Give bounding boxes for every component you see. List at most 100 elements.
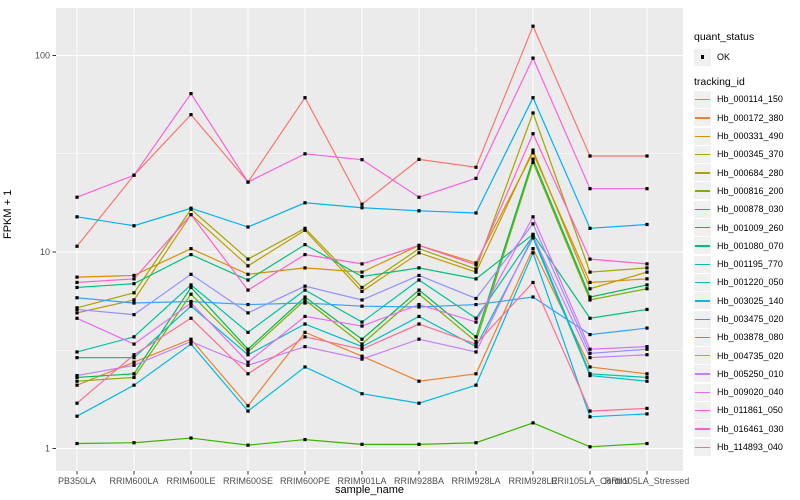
- point-marker: [360, 345, 364, 349]
- legend-item-label: Hb_001195_770: [717, 259, 783, 270]
- point-marker: [360, 202, 364, 206]
- point-marker: [360, 442, 364, 446]
- series-points-Hb_011861_050: [75, 56, 649, 199]
- point-marker: [645, 307, 649, 312]
- point-marker: [303, 266, 307, 270]
- point-marker: [588, 372, 592, 376]
- point-marker: [531, 157, 535, 161]
- point-marker: [588, 332, 592, 337]
- gridlines: [56, 8, 683, 471]
- point-marker: [417, 195, 421, 199]
- y-axis-title: FPKM + 1: [2, 189, 14, 239]
- point-marker: [189, 113, 193, 117]
- x-tick-label-PB350LA: PB350LA: [58, 476, 96, 486]
- point-marker: [246, 272, 250, 276]
- point-marker: [474, 270, 478, 274]
- point-marker: [474, 277, 478, 281]
- point-marker: [531, 160, 535, 164]
- point-marker: [474, 302, 478, 307]
- point-marker: [303, 253, 307, 257]
- point-marker: [246, 278, 250, 282]
- point-marker: [303, 365, 307, 369]
- point-marker: [303, 301, 307, 305]
- legend-item-Hb_000878_030: Hb_000878_030: [694, 200, 800, 218]
- legend-tracking-items: Hb_000114_150 Hb_000172_380 Hb_000331_490 H…: [694, 90, 800, 456]
- point-marker: [303, 322, 307, 326]
- series-points-Hb_016461_030: [75, 132, 649, 292]
- series-points-Hb_003025_140: [75, 251, 649, 419]
- point-marker: [303, 243, 307, 247]
- point-marker: [246, 330, 250, 334]
- point-marker: [75, 280, 79, 285]
- point-marker: [75, 195, 79, 199]
- point-marker: [303, 298, 307, 302]
- point-marker: [645, 277, 649, 281]
- point-marker: [645, 353, 649, 357]
- point-marker: [246, 225, 250, 229]
- point-marker: [588, 287, 592, 291]
- point-marker: [303, 288, 307, 292]
- point-marker: [132, 335, 136, 339]
- point-marker: [246, 264, 250, 268]
- legend-title-quant-status: quant_status: [694, 31, 755, 43]
- point-marker: [645, 222, 649, 227]
- panel-background: [56, 8, 683, 471]
- point-marker: [246, 350, 250, 354]
- legend-item-Hb_000345_370: Hb_000345_370: [694, 145, 800, 163]
- point-marker: [531, 421, 535, 425]
- series-points-Hb_009020_040: [75, 215, 649, 364]
- point-marker: [474, 267, 478, 271]
- point-marker: [189, 91, 193, 96]
- y-tick-label-1: 1: [45, 444, 50, 454]
- point-marker: [360, 262, 364, 266]
- legend-item-label: Hb_114893_040: [717, 442, 783, 453]
- legend-key-box: [694, 237, 711, 255]
- point-marker: [132, 291, 136, 295]
- point-marker: [303, 152, 307, 156]
- point-marker: [588, 373, 592, 378]
- point-marker: [531, 236, 535, 240]
- point-marker: [588, 280, 592, 285]
- legend-item-Hb_003475_020: Hb_003475_020: [694, 310, 800, 328]
- legend-item-label: Hb_000684_280: [717, 167, 784, 178]
- point-marker: [417, 302, 421, 307]
- point-marker: [588, 270, 592, 274]
- point-marker: [360, 285, 364, 290]
- point-marker: [531, 56, 535, 60]
- point-marker: [588, 409, 592, 413]
- legend-item-label: OK: [717, 52, 731, 63]
- point-marker: [303, 330, 307, 334]
- point-marker: [474, 335, 478, 339]
- point-marker: [303, 226, 307, 230]
- point-marker: [588, 445, 592, 449]
- point-marker: [75, 414, 79, 418]
- point-marker: [189, 436, 193, 440]
- legend-item-label: Hb_003475_020: [717, 314, 784, 324]
- legend-item-Hb_016461_030: Hb_016461_030: [694, 420, 800, 438]
- point-marker: [189, 301, 193, 305]
- legend-item-Hb_000331_490: Hb_000331_490: [694, 127, 800, 145]
- legend-item-label: Hb_001009_260: [717, 222, 784, 233]
- point-marker: [75, 383, 79, 387]
- point-marker: [360, 337, 364, 341]
- point-marker: [246, 311, 250, 315]
- legend-key-box: [694, 383, 711, 401]
- legend-key-box: [694, 420, 711, 438]
- point-marker: [360, 206, 364, 210]
- legend-item-Hb_003878_080: Hb_003878_080: [694, 328, 800, 346]
- point-marker: [474, 345, 478, 349]
- point-marker: [132, 353, 136, 357]
- point-marker: [75, 285, 79, 290]
- legend-item-Hb_003025_140: Hb_003025_140: [694, 292, 800, 310]
- legend-key-line-icon: [695, 98, 710, 101]
- legend-item-Hb_004735_020: Hb_004735_020: [694, 346, 800, 365]
- axis-ticks: [52, 55, 648, 475]
- point-marker: [189, 339, 193, 344]
- legend-key-line-icon: [695, 336, 710, 339]
- point-marker: [246, 443, 250, 447]
- legend-key-line-icon: [695, 117, 710, 119]
- legend-key-line-icon: [695, 409, 710, 412]
- legend-key-line-icon: [695, 263, 710, 265]
- x-tick-label-RRII105LA_Control: RRII105LA_Control: [551, 476, 629, 486]
